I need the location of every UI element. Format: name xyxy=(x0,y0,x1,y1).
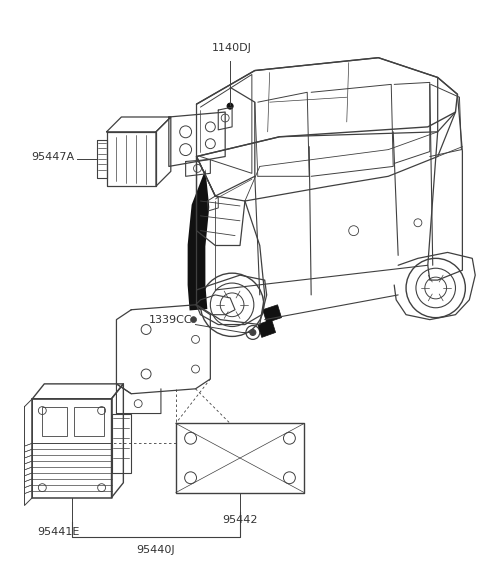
Bar xyxy=(42,407,67,436)
Text: 95442: 95442 xyxy=(222,515,258,526)
Circle shape xyxy=(227,103,233,109)
Text: 95447A: 95447A xyxy=(31,152,74,162)
Text: 95441E: 95441E xyxy=(37,527,80,537)
Polygon shape xyxy=(258,320,276,338)
Text: 1339CC: 1339CC xyxy=(149,315,192,325)
Bar xyxy=(74,407,104,436)
Text: 95440J: 95440J xyxy=(137,545,175,555)
Circle shape xyxy=(191,317,196,323)
Bar xyxy=(111,413,131,473)
Polygon shape xyxy=(263,305,281,323)
Polygon shape xyxy=(188,170,209,310)
Text: 1140DJ: 1140DJ xyxy=(212,43,252,53)
Circle shape xyxy=(250,329,256,335)
